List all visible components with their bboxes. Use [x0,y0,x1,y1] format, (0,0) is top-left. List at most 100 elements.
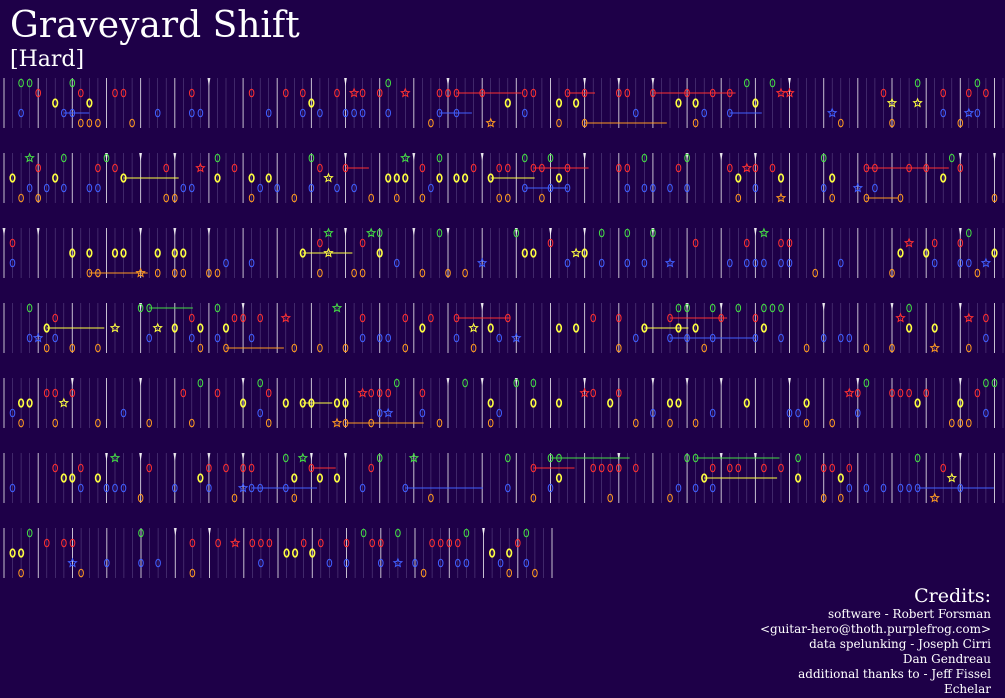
green-star-note [408,452,420,463]
blue-note [343,558,350,568]
measure-marker [139,303,143,311]
blue-star-note [476,257,488,268]
green-star-note [400,152,411,163]
blue-note [317,108,323,118]
difficulty-label: [Hard] [10,47,85,72]
green-note [914,453,921,463]
measure-marker [753,153,757,161]
green-note [214,303,221,313]
blue-note [189,333,195,343]
red-note [283,88,289,98]
green-note [463,528,470,538]
measure-marker [446,378,450,386]
blue-note [522,183,528,193]
blue-note [351,108,357,118]
red-note [206,463,212,473]
blue-note [752,333,759,343]
blue-note [846,483,853,493]
blue-note [412,558,418,568]
blue-note [966,258,972,268]
measure-marker [412,228,416,236]
red-note [419,388,426,398]
yellow-note [385,173,392,183]
yellow-note [607,398,614,408]
blue-note [496,333,503,343]
yellow-note [487,173,494,183]
orange-note [957,418,964,428]
red-note [846,463,853,473]
yellow-star-note [570,247,582,258]
red-note [385,388,392,398]
green-note [983,378,989,388]
red-note [983,88,989,98]
measure-marker [583,78,587,86]
yellow-note [914,398,921,408]
measure-marker [958,228,962,236]
measure-marker [958,153,962,161]
measure-marker [482,528,485,536]
red-note [266,538,273,548]
yellow-note [530,398,537,408]
yellow-star-note [886,97,898,108]
red-note [744,238,750,248]
measure-marker [207,453,211,461]
orange-note [18,193,24,203]
measure-marker [583,378,587,386]
orange-note [530,493,537,503]
green-note [547,153,554,163]
red-note [752,313,759,323]
orange-note [223,343,229,353]
red-note [769,163,776,173]
blue-star-note [392,557,404,568]
blue-star-note [32,332,44,343]
yellow-note [581,248,588,258]
orange-note [291,193,298,203]
red-star-note [357,387,368,398]
blue-note [385,108,392,118]
yellow-note [803,398,810,408]
yellow-note [120,248,127,258]
yellow-note [555,473,563,483]
red-note [633,463,639,473]
chart-row-6 [3,452,1004,503]
red-note [515,538,521,548]
red-star-note [280,312,292,323]
blue-note [257,483,264,493]
green-star-note [24,152,35,163]
red-note [163,163,169,173]
orange-note [342,418,349,428]
orange-note [897,193,904,203]
credit-line-thanks: additional thanks to - Jeff Fissel [798,667,991,681]
blue-star-note [382,407,394,418]
red-note [709,463,716,473]
blue-note [453,333,460,343]
green-note [820,153,827,163]
orange-note [505,193,511,203]
blue-note [744,258,750,268]
yellow-note [462,173,469,183]
yellow-note [555,323,563,333]
orange-note [95,118,101,128]
blue-note [9,483,16,493]
blue-note [436,108,443,118]
blue-star-note [980,257,992,268]
green-note [914,78,921,88]
yellow-note [60,473,67,483]
measure-marker [890,303,894,311]
red-note [855,388,861,398]
green-note [18,78,24,88]
red-note [146,463,152,473]
blue-note [684,333,690,343]
orange-note [487,418,494,428]
red-note [44,538,50,548]
orange-note [889,268,895,278]
blue-note [914,483,921,493]
red-note [590,388,597,398]
blue-note [709,408,716,418]
blue-note [197,108,204,118]
orange-note [197,343,204,353]
yellow-note [282,398,289,408]
blue-note [223,258,229,268]
orange-note [368,418,375,428]
blue-note [880,483,887,493]
